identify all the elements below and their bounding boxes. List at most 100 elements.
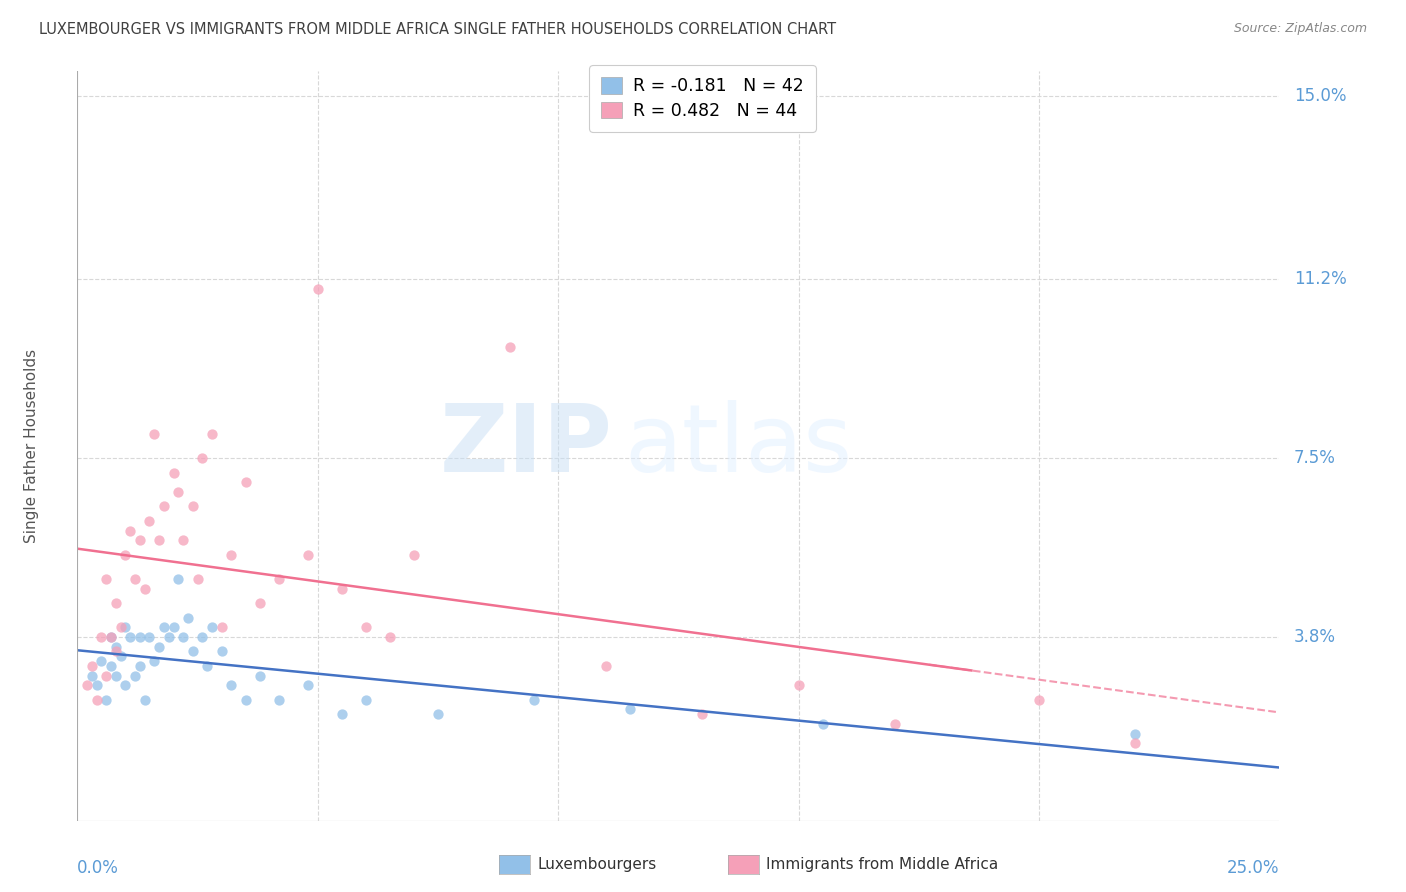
Point (354, 693, 377, 707)
Point (427, 707, 450, 722)
Point (128, 659, 150, 673)
Point (157, 630, 180, 644)
Point (153, 500, 176, 514)
Point (76, 678, 98, 692)
Point (172, 533, 194, 548)
Point (177, 610, 200, 624)
Point (128, 533, 150, 548)
Point (86, 693, 108, 707)
Point (378, 630, 401, 644)
Point (96, 572, 118, 586)
Text: 11.2%: 11.2% (1294, 270, 1347, 288)
Point (595, 659, 617, 673)
Point (1123, 736, 1146, 750)
Text: 25.0%: 25.0% (1227, 859, 1279, 878)
Point (195, 659, 218, 673)
Point (138, 514, 160, 528)
Point (211, 644, 233, 658)
Point (104, 644, 127, 658)
Text: Immigrants from Middle Africa: Immigrants from Middle Africa (766, 857, 998, 871)
Point (162, 620, 184, 634)
Point (1123, 726, 1146, 740)
Point (354, 620, 377, 634)
Point (148, 533, 170, 548)
Point (523, 693, 546, 707)
Text: 15.0%: 15.0% (1294, 87, 1347, 104)
Point (120, 524, 142, 538)
Point (104, 596, 127, 610)
Point (96, 693, 118, 707)
Text: 0.0%: 0.0% (77, 859, 120, 878)
Point (211, 620, 233, 634)
Point (191, 630, 214, 644)
Legend: R = -0.181   N = 42, R = 0.482   N = 44: R = -0.181 N = 42, R = 0.482 N = 44 (589, 65, 815, 132)
Point (692, 707, 714, 722)
Point (167, 484, 190, 499)
Point (100, 630, 122, 644)
Point (201, 426, 224, 441)
Point (167, 572, 190, 586)
Point (235, 693, 257, 707)
Point (80, 668, 103, 682)
Point (120, 630, 142, 644)
Point (1028, 693, 1050, 707)
Point (100, 659, 122, 673)
Point (114, 620, 136, 634)
Point (114, 678, 136, 692)
Text: 7.5%: 7.5% (1294, 449, 1336, 467)
Point (114, 548, 136, 562)
Point (201, 620, 224, 634)
Point (269, 693, 291, 707)
Text: Source: ZipAtlas.com: Source: ZipAtlas.com (1233, 22, 1367, 36)
Point (124, 572, 146, 586)
Point (219, 678, 242, 692)
Point (110, 649, 132, 664)
Text: Single Father Households: Single Father Households (24, 349, 39, 543)
Point (104, 668, 127, 682)
Point (619, 702, 641, 716)
Point (90, 654, 112, 668)
Point (249, 596, 271, 610)
Point (100, 630, 122, 644)
Point (186, 572, 209, 586)
Point (134, 582, 156, 596)
Point (96, 668, 118, 682)
Point (80, 659, 103, 673)
Point (297, 548, 319, 562)
Point (124, 668, 146, 682)
Point (249, 668, 271, 682)
Point (787, 678, 810, 692)
Point (297, 678, 319, 692)
Text: Luxembourgers: Luxembourgers (537, 857, 657, 871)
Point (330, 582, 353, 596)
Text: atlas: atlas (624, 400, 852, 492)
Text: LUXEMBOURGER VS IMMIGRANTS FROM MIDDLE AFRICA SINGLE FATHER HOUSEHOLDS CORRELATI: LUXEMBOURGER VS IMMIGRANTS FROM MIDDLE A… (39, 22, 837, 37)
Text: ZIP: ZIP (440, 400, 612, 492)
Point (86, 678, 108, 692)
Point (148, 640, 170, 654)
Point (191, 451, 214, 466)
Point (181, 500, 204, 514)
Point (138, 630, 160, 644)
Point (143, 654, 166, 668)
Point (90, 630, 112, 644)
Point (219, 548, 242, 562)
Point (307, 282, 329, 296)
Point (235, 475, 257, 490)
Point (153, 620, 176, 634)
Point (181, 644, 204, 658)
Point (143, 426, 166, 441)
Point (162, 466, 184, 480)
Point (499, 340, 522, 354)
Point (330, 707, 353, 722)
Point (104, 640, 127, 654)
Point (883, 717, 905, 731)
Point (402, 548, 425, 562)
Point (110, 620, 132, 634)
Point (134, 693, 156, 707)
Point (172, 630, 194, 644)
Text: 3.8%: 3.8% (1294, 628, 1336, 646)
Point (269, 572, 291, 586)
Point (128, 630, 150, 644)
Point (811, 717, 834, 731)
